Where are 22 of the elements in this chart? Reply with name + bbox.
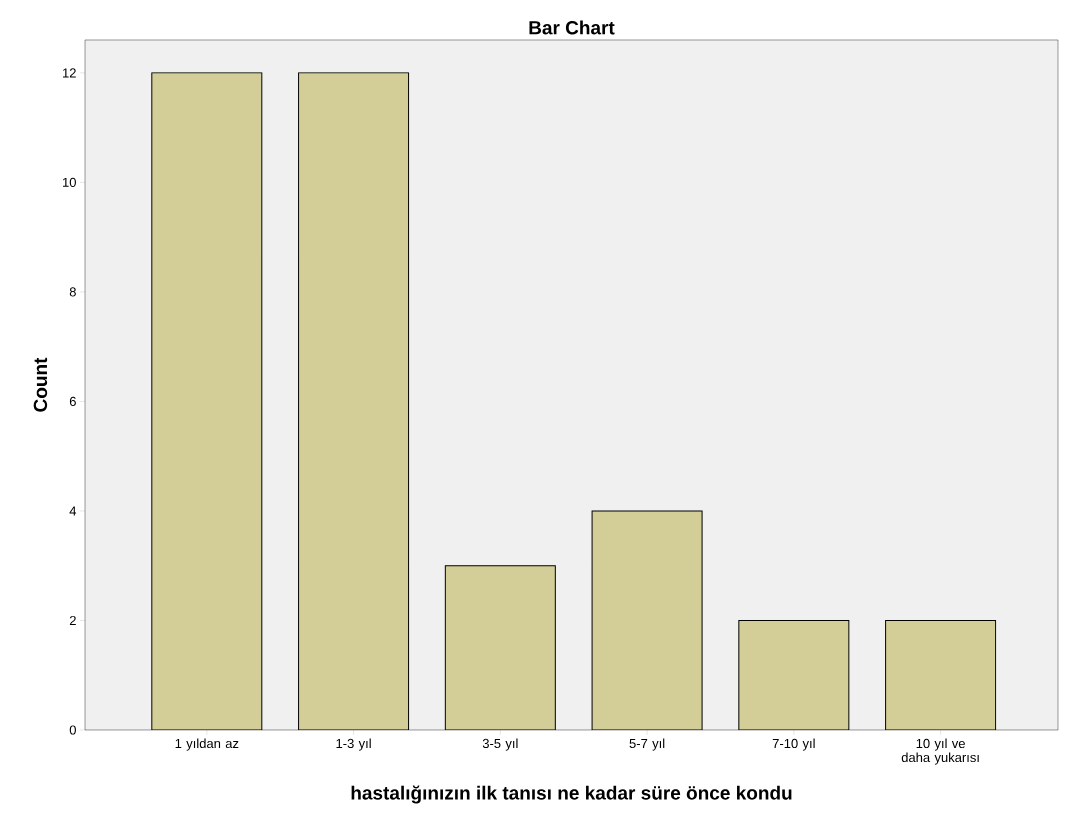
y-tick-label: 10	[63, 177, 76, 187]
bar	[738, 620, 849, 730]
x-tick-label: 7-10 yıl	[772, 738, 815, 751]
chart-title: Bar Chart	[529, 20, 615, 35]
y-axis-title: Count	[33, 357, 48, 412]
x-tick-label: 1-3 yıl	[336, 738, 371, 751]
y-tick-label: 4	[69, 506, 77, 516]
x-axis-title: hastalığınızın ilk tanısı ne kadar süre önce kondu	[351, 785, 792, 804]
bar	[885, 619, 997, 730]
bar	[591, 510, 703, 730]
bar	[444, 565, 556, 730]
y-tick-label: 0	[69, 725, 76, 735]
x-tick-label: 1 yıldan az	[175, 738, 239, 751]
y-tick-label: 8	[69, 287, 76, 297]
x-tick-label: 3-5 yıl	[482, 738, 518, 751]
bar	[298, 72, 410, 730]
x-tick-label: 10 yıl ve daha yukarısı	[901, 738, 979, 765]
y-tick-label: 12	[63, 68, 76, 78]
y-tick-label: 2	[69, 615, 76, 625]
bar	[151, 72, 263, 730]
x-tick-label: 5-7 yıl	[629, 738, 665, 751]
y-tick-label: 6	[69, 396, 76, 407]
